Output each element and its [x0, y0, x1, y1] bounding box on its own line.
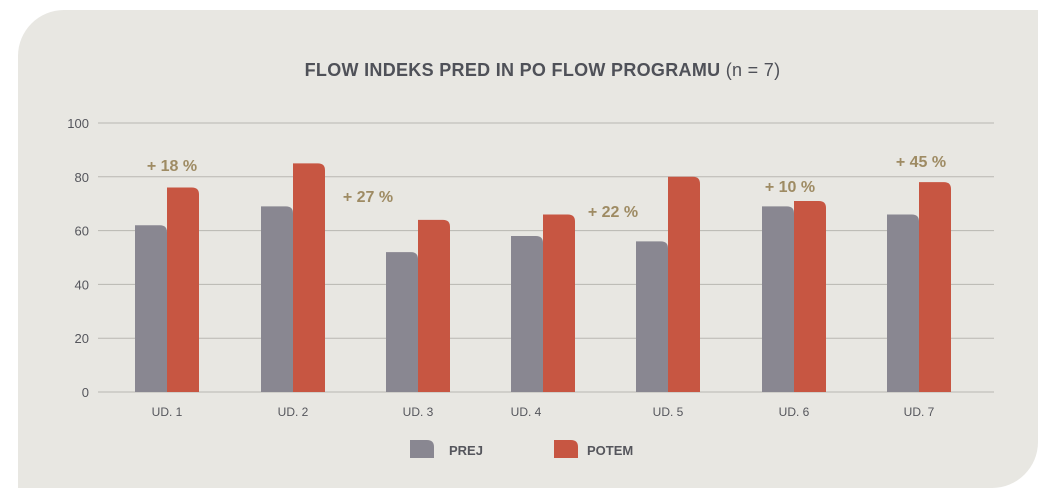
bar-prej-ud3 [386, 252, 418, 392]
legend-swatch-potem [554, 440, 578, 458]
annotation-label: + 18 % [147, 158, 197, 175]
bar-potem-ud2 [293, 163, 325, 392]
y-tick-label: 40 [75, 277, 89, 292]
chart-title: FLOW INDEKS PRED IN PO FLOW PROGRAMU (n … [0, 60, 1056, 81]
x-tick-label: UD. 7 [904, 405, 935, 419]
bar-prej-ud1 [135, 225, 167, 392]
legend-label-prej: PREJ [449, 443, 483, 458]
annotation-label: + 22 % [588, 204, 638, 221]
y-tick-label: 80 [75, 170, 89, 185]
legend-label-potem: POTEM [587, 443, 633, 458]
bar-potem-ud3 [418, 219, 450, 392]
bar-prej-ud7 [887, 214, 919, 392]
annotation-label: + 10 % [765, 179, 815, 196]
y-tick-label: 0 [82, 385, 89, 400]
x-tick-label: UD. 1 [152, 405, 183, 419]
bar-potem-ud7 [919, 182, 951, 392]
bar-potem-ud6 [794, 201, 826, 392]
x-tick-label: UD. 4 [511, 405, 542, 419]
annotation-label: + 27 % [343, 189, 393, 206]
bar-prej-ud2 [261, 206, 293, 392]
y-tick-label: 20 [75, 331, 89, 346]
x-tick-label: UD. 3 [403, 405, 434, 419]
bar-potem-ud4 [543, 214, 575, 392]
bar-prej-ud6 [762, 206, 794, 392]
x-tick-label: UD. 5 [653, 405, 684, 419]
annotation-label: + 45 % [896, 154, 946, 171]
chart-title-sub: (n = 7) [725, 60, 781, 80]
bar-prej-ud4 [511, 235, 543, 392]
bar-potem-ud5 [668, 176, 700, 392]
legend-swatch-prej [410, 440, 434, 458]
bar-prej-ud5 [636, 241, 668, 392]
x-tick-label: UD. 6 [779, 405, 810, 419]
y-tick-label: 100 [67, 116, 89, 131]
x-tick-label: UD. 2 [278, 405, 309, 419]
y-tick-label: 60 [75, 224, 89, 239]
chart-title-main: FLOW INDEKS PRED IN PO FLOW PROGRAMU [304, 60, 721, 80]
bar-potem-ud1 [167, 187, 199, 392]
